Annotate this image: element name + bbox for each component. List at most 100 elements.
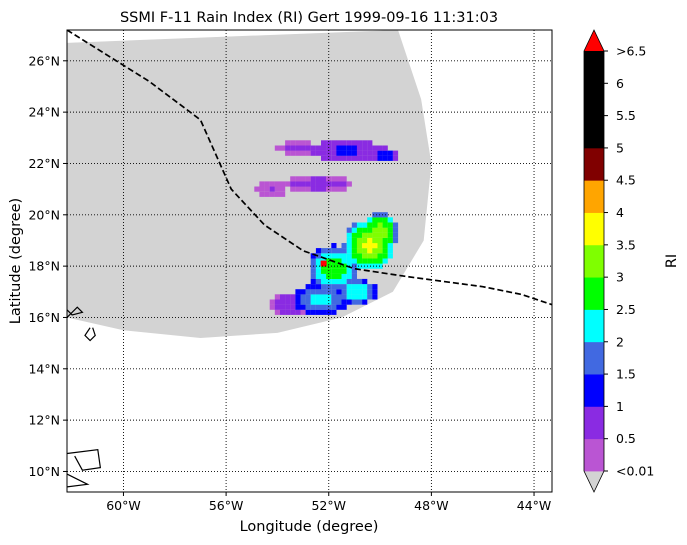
rain-pixel xyxy=(274,145,280,151)
rain-pixel xyxy=(356,289,363,295)
rain-pixel xyxy=(367,289,373,295)
rain-pixel xyxy=(295,176,301,182)
rain-pixel xyxy=(382,253,388,259)
rain-pixel xyxy=(372,263,378,269)
rain-pixel xyxy=(346,273,352,279)
y-tick-label: 18°N xyxy=(28,259,60,274)
rain-pixel xyxy=(264,186,270,192)
rain-pixel xyxy=(331,273,337,279)
rain-pixel xyxy=(321,268,327,274)
rain-pixel xyxy=(336,140,342,146)
colorbar-tick-label: 4.5 xyxy=(616,173,636,188)
rain-pixel xyxy=(326,145,332,151)
rain-pixel xyxy=(295,186,301,192)
rain-pixel xyxy=(351,289,357,295)
rain-pixel xyxy=(269,181,275,187)
rain-pixel xyxy=(377,217,383,223)
rain-pixel xyxy=(356,253,363,259)
colorbar-over-arrow xyxy=(584,30,604,51)
rain-pixel xyxy=(310,278,316,285)
rain-pixel xyxy=(372,222,378,228)
rain-pixel xyxy=(336,155,342,161)
chart-title: SSMI F-11 Rain Index (RI) Gert 1999-09-1… xyxy=(120,10,498,26)
rain-pixel xyxy=(295,309,301,315)
rain-pixel xyxy=(315,258,322,264)
coastline xyxy=(67,473,90,488)
y-tick-label: 26°N xyxy=(28,53,60,68)
rain-pixel xyxy=(367,222,373,228)
rain-pixel xyxy=(382,232,388,238)
rain-pixel xyxy=(362,227,368,233)
rain-pixel xyxy=(326,294,332,300)
rain-pixel xyxy=(310,253,316,259)
rain-pixel xyxy=(382,217,388,223)
rain-pixel xyxy=(310,176,316,182)
rain-pixel xyxy=(367,155,373,161)
rain-pixel xyxy=(305,150,311,156)
rain-pixel xyxy=(310,309,316,315)
x-axis-label: Longitude (degree) xyxy=(240,519,379,535)
rain-pixel xyxy=(280,181,286,187)
rain-pixel xyxy=(341,181,347,187)
rain-pixel xyxy=(285,181,291,187)
rain-pixel xyxy=(269,186,275,192)
rain-pixel xyxy=(326,140,332,146)
storm-track-line xyxy=(67,30,552,306)
rain-pixel xyxy=(377,145,383,151)
rain-pixel xyxy=(315,263,322,269)
rain-pixel xyxy=(367,227,373,233)
rain-pixel xyxy=(341,299,347,305)
rain-pixel xyxy=(336,181,342,187)
rain-pixel xyxy=(315,294,322,300)
rain-pixel xyxy=(367,248,373,254)
rain-pixel xyxy=(321,294,327,300)
rain-pixel xyxy=(331,253,337,259)
colorbar-segment xyxy=(584,277,604,310)
rain-pixel xyxy=(382,222,388,228)
rain-pixel xyxy=(290,299,296,305)
rain-pixel xyxy=(351,155,357,161)
rain-pixel xyxy=(285,309,291,315)
rain-pixel xyxy=(315,309,322,315)
rain-pixel xyxy=(362,140,368,146)
rain-pixel xyxy=(362,299,368,305)
rain-pixel xyxy=(367,140,373,146)
rain-pixel xyxy=(351,273,357,279)
rain-pixel xyxy=(356,150,363,156)
rain-pixel xyxy=(274,304,280,310)
rain-pixel xyxy=(285,299,291,305)
rain-pixel xyxy=(310,289,316,295)
rain-pixel xyxy=(305,176,311,182)
rain-pixel xyxy=(346,258,352,264)
rain-pixel xyxy=(321,253,327,259)
rain-pixel xyxy=(341,150,347,156)
rain-pixel xyxy=(290,181,296,187)
rain-pixel xyxy=(351,294,357,300)
rain-pixel xyxy=(362,222,368,228)
rain-pixel xyxy=(377,150,383,156)
rain-pixel xyxy=(336,150,342,156)
colorbar-tick-label: 3.5 xyxy=(616,237,636,252)
rain-pixel xyxy=(367,150,373,156)
rain-pixel xyxy=(310,273,316,279)
rain-pixel xyxy=(377,248,383,254)
rain-pixel xyxy=(264,181,270,187)
rain-pixel xyxy=(346,268,352,274)
rain-pixel xyxy=(336,186,342,192)
rain-pixel xyxy=(362,289,368,295)
rain-pixel xyxy=(362,155,368,161)
rain-pixel xyxy=(274,186,280,192)
colorbar-tick-label: 1 xyxy=(616,399,624,414)
rain-pixel xyxy=(387,237,393,244)
colorbar-segment xyxy=(584,83,604,117)
rain-pixel xyxy=(341,248,347,254)
rain-pixel xyxy=(362,237,368,244)
rain-pixel xyxy=(310,268,316,274)
rain-pixel xyxy=(367,217,373,223)
x-tick-label: 52°W xyxy=(311,498,346,513)
rain-pixel xyxy=(336,284,342,290)
rain-pixel xyxy=(274,181,280,187)
rain-pixel xyxy=(290,140,296,146)
rain-pixel xyxy=(382,248,388,254)
rain-pixel xyxy=(387,243,393,249)
